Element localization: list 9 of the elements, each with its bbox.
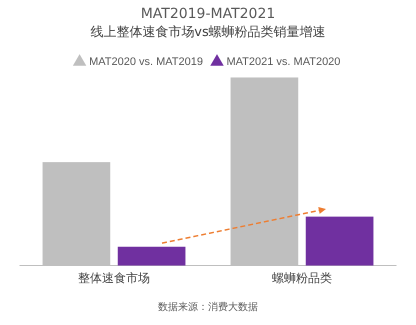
bar <box>306 216 374 266</box>
legend-label: MAT2021 vs. MAT2020 <box>226 56 340 68</box>
x-tick-label: 螺蛳粉品类 <box>272 271 332 286</box>
chart-subtitle: 线上整体速食市场vs螺蛳粉品类销量增速 <box>90 24 326 40</box>
source-note: 数据来源：消费大数据 <box>157 300 259 314</box>
x-tick-label: 整体速食市场 <box>78 271 150 286</box>
bar <box>118 246 186 266</box>
legend-label: MAT2020 vs. MAT2019 <box>89 56 204 68</box>
chart-title: MAT2019-MAT2021 <box>140 6 276 22</box>
